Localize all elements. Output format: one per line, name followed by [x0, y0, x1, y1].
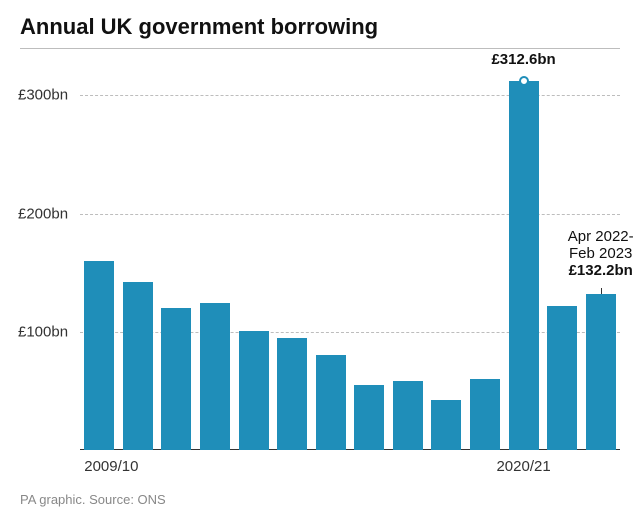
chart-frame: Annual UK government borrowing £100bn£20… — [0, 0, 640, 519]
bar — [239, 331, 269, 450]
bar — [84, 261, 114, 450]
bar — [200, 303, 230, 450]
source-text: PA graphic. Source: ONS — [20, 492, 166, 507]
bar — [123, 282, 153, 450]
gridline — [80, 214, 620, 215]
annotation: £312.6bn — [491, 51, 555, 68]
bar — [316, 355, 346, 450]
bar — [586, 294, 616, 450]
y-tick-label: £200bn — [18, 205, 76, 222]
y-tick-label: £300bn — [18, 87, 76, 104]
y-tick-label: £100bn — [18, 323, 76, 340]
bar — [470, 379, 500, 450]
annotation-marker — [519, 76, 529, 86]
bar — [277, 338, 307, 450]
bar — [161, 308, 191, 450]
annotation: Apr 2022-Feb 2023£132.2bn — [568, 228, 634, 279]
title-divider — [20, 48, 620, 49]
bar — [393, 381, 423, 450]
chart-title: Annual UK government borrowing — [20, 14, 378, 40]
bar — [431, 400, 461, 450]
annotation-tick — [601, 288, 602, 294]
x-axis-label: 2009/10 — [84, 458, 138, 475]
plot-area: £100bn£200bn£300bn2009/102020/21£312.6bn… — [80, 60, 620, 450]
gridline — [80, 95, 620, 96]
bar — [354, 385, 384, 450]
bar — [509, 81, 539, 450]
x-axis-label: 2020/21 — [496, 458, 550, 475]
bar — [547, 306, 577, 450]
